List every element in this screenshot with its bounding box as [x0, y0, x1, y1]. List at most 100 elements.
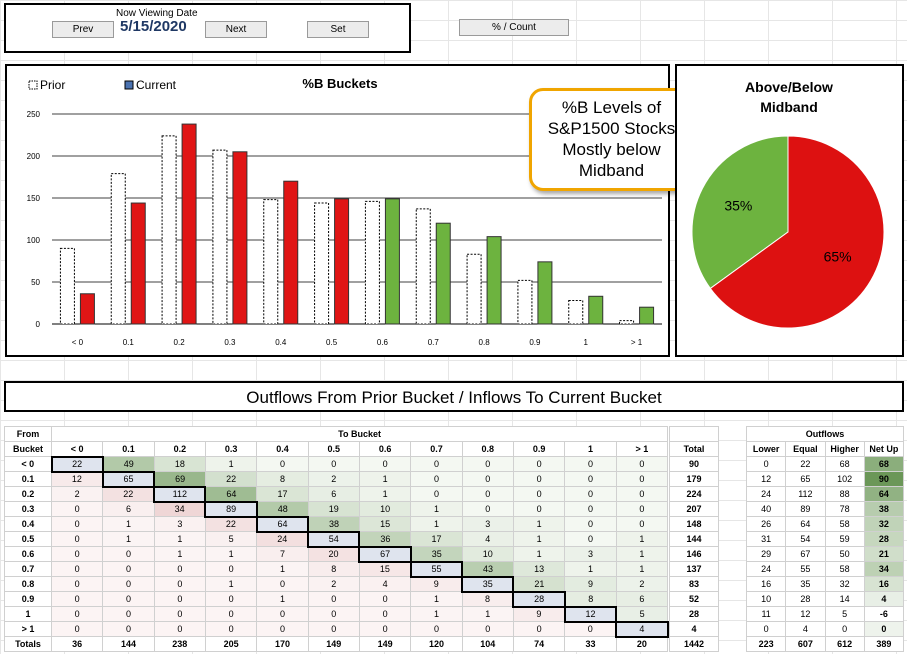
flow-cell: 0: [102, 561, 155, 577]
outflow-cell: 10: [745, 591, 787, 607]
prior-bar: [59, 247, 75, 325]
pie-slice: [709, 135, 885, 329]
outflow-cell: 34: [863, 561, 905, 577]
flow-title-panel: Outflows From Prior Bucket / Inflows To …: [4, 381, 904, 412]
to-bucket-header: 0.4: [256, 441, 309, 457]
prev-button[interactable]: Prev: [52, 21, 114, 38]
outflow-cell: 38: [863, 501, 905, 517]
table-row: 1 0 0 0 0 0 0 0 1 1 9 12 5: [4, 605, 669, 623]
row-total: 83: [669, 576, 719, 592]
flow-cell: 15: [358, 516, 412, 532]
table-row: 10 28 14 4: [745, 591, 905, 607]
table-row: 137: [669, 561, 719, 577]
current-bar: [384, 198, 400, 325]
outflows-table: Outflows Lower Equal Higher Net Up 0 22 68 68 12 6…: [745, 426, 905, 652]
set-button[interactable]: Set: [307, 21, 369, 38]
flow-cell: 9: [512, 606, 566, 622]
to-bucket-header: 0.7: [410, 441, 463, 457]
midband-pie-panel: Above/Below Midband 35% 65%: [675, 64, 904, 357]
flow-cell: 17: [410, 531, 463, 547]
flow-cell: 1: [512, 531, 566, 547]
callout-line: Midband: [578, 161, 645, 180]
flow-cell: 8: [461, 591, 514, 607]
outflow-column-header: Equal: [785, 441, 826, 457]
header-row: [669, 426, 719, 442]
flow-cell: 0: [410, 621, 463, 637]
y-tick-label: 0: [36, 320, 41, 329]
flow-cell: 0: [461, 471, 514, 487]
table-row: 207: [669, 501, 719, 517]
table-row: 11 12 5 -6: [745, 606, 905, 622]
flow-cell: 1: [153, 546, 206, 562]
outflow-cell: 24: [745, 561, 787, 577]
flow-cell: 0: [50, 516, 104, 532]
flow-cell: 35: [461, 575, 515, 593]
x-tick-label: 0.2: [174, 338, 186, 347]
flow-cell: 0: [307, 456, 360, 472]
bucket-label: Bucket: [4, 441, 52, 457]
callout-line: %B Levels of: [561, 98, 662, 117]
prior-bar: [415, 208, 431, 325]
next-button[interactable]: Next: [205, 21, 267, 38]
table-row: 4: [669, 621, 719, 637]
outflow-total: 389: [863, 636, 905, 652]
outflow-cell: 67: [785, 546, 826, 562]
table-row: 0.1 12 65 69 22 8 2 1 0 0 0 0 0: [4, 470, 669, 488]
table-row: 0.7 0 0 0 0 1 8 15 55 43 13 1 1: [4, 560, 669, 578]
header-row: Bucket < 0 0.1 0.2 0.3 0.4 0.5 0.6 0.7 0.8 0.9 1 > 1: [4, 441, 669, 457]
column-total: 74: [512, 636, 566, 652]
to-bucket-header: 0.3: [204, 441, 258, 457]
flow-cell: 5: [615, 606, 669, 622]
flow-cell: 0: [358, 606, 412, 622]
flow-cell: 4: [615, 620, 669, 638]
outflow-cell: 102: [824, 471, 865, 487]
to-bucket-header: 0.6: [358, 441, 412, 457]
outflow-cell: 14: [824, 591, 865, 607]
flow-cell: 0: [512, 456, 566, 472]
legend-prior-label: Prior: [40, 78, 65, 92]
from-bucket-label: 0.8: [4, 576, 52, 592]
callout-line: Mostly below: [562, 140, 661, 159]
current-bar: [283, 180, 299, 325]
table-row: 0.6 0 0 1 1 7 20 67 35 10 1 3 1: [4, 545, 669, 563]
outflow-cell: 59: [824, 531, 865, 547]
column-total: 170: [256, 636, 309, 652]
flow-cell: 0: [50, 501, 104, 517]
flow-cell: 13: [512, 561, 566, 577]
outflow-cell: 0: [745, 621, 787, 637]
flow-cell: 49: [102, 456, 155, 472]
outflow-cell: 35: [785, 576, 826, 592]
flow-cell: 1: [256, 591, 309, 607]
flow-cell: 64: [204, 486, 258, 502]
flow-cell: 0: [50, 621, 104, 637]
flow-cell: 5: [204, 531, 258, 547]
flow-cell: 0: [256, 606, 309, 622]
current-bar: [130, 202, 146, 325]
table-row: 0.4 0 1 3 22 64 38 15 1 3 1 0 0: [4, 515, 669, 533]
outflow-cell: 88: [824, 486, 865, 502]
x-tick-label: > 1: [631, 338, 643, 347]
table-row: 16 35 32 16: [745, 576, 905, 592]
percent-count-toggle[interactable]: % / Count: [459, 19, 569, 36]
prior-bar: [212, 149, 228, 325]
to-bucket-header: > 1: [615, 441, 669, 457]
flow-cell: 12: [50, 471, 104, 487]
outflow-cell: 11: [745, 606, 787, 622]
totals-row: 1442: [669, 636, 719, 652]
row-total: 179: [669, 471, 719, 487]
outflow-cell: 16: [863, 576, 905, 592]
flow-cell: 1: [615, 531, 669, 547]
flow-cell: 1: [410, 501, 463, 517]
flow-cell: 0: [615, 456, 669, 472]
y-tick-label: 200: [27, 152, 41, 161]
prior-bar: [619, 320, 635, 325]
from-bucket-label: 0.2: [4, 486, 52, 502]
row-total: 4: [669, 621, 719, 637]
flow-cell: 0: [512, 471, 566, 487]
flow-cell: 0: [153, 576, 206, 592]
outflow-cell: 32: [863, 516, 905, 532]
flow-cell: 65: [101, 470, 156, 488]
outflow-cell: 64: [785, 516, 826, 532]
totals-row: Totals 36 144 238 205 170 149 149 120 104 74 33 20: [4, 636, 669, 652]
